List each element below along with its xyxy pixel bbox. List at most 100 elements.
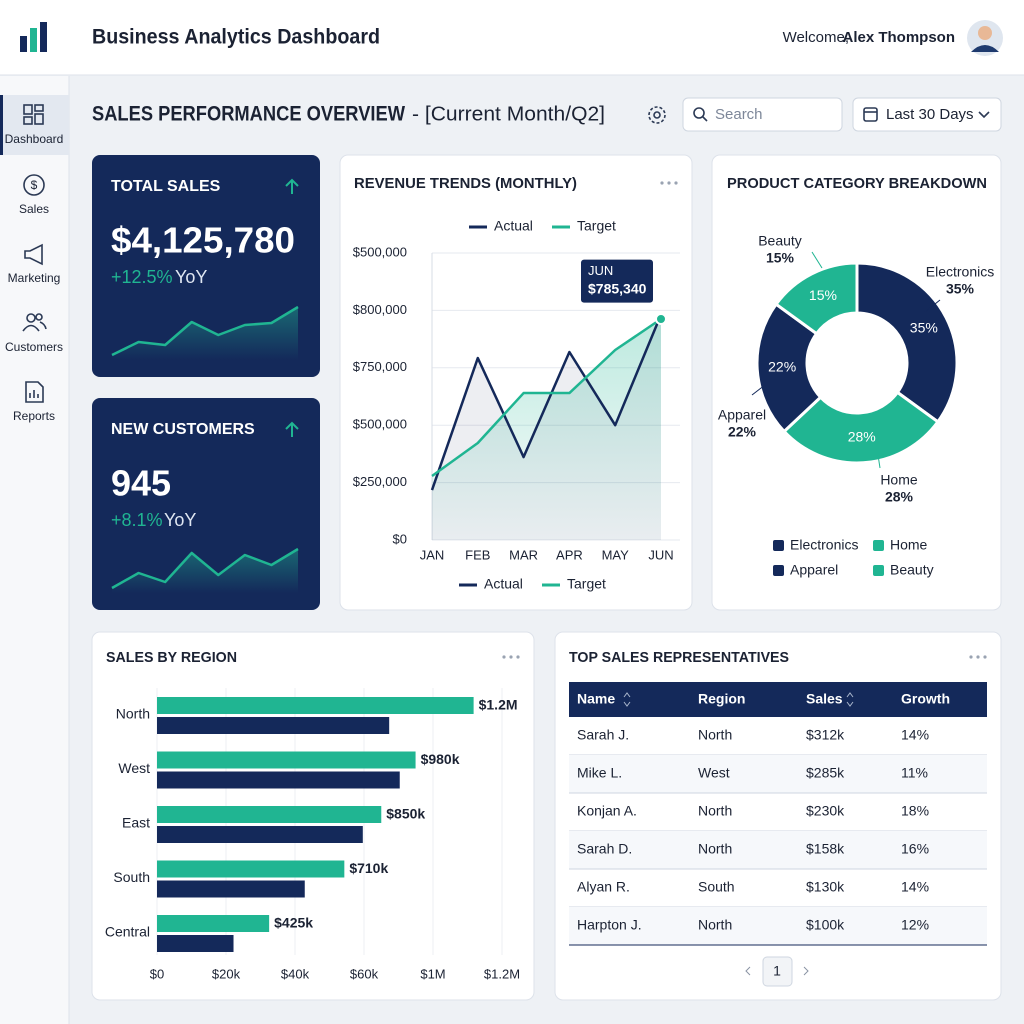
outer-category-label: Electronics: [926, 264, 994, 280]
outer-value-label: 15%: [766, 250, 795, 266]
next-page[interactable]: [803, 966, 809, 976]
chart-title: REVENUE TRENDS (MONTHLY): [354, 175, 577, 192]
x-axis-label: $1.2M: [484, 966, 520, 981]
page-number[interactable]: 1: [773, 963, 781, 979]
search-box[interactable]: [682, 97, 843, 132]
trend-arrow: [285, 178, 299, 194]
kpi-change: +8.1%: [111, 510, 163, 530]
date-range-text: Last 30 Days: [886, 106, 974, 123]
page-button[interactable]: [762, 956, 793, 987]
outer-value-label: 35%: [946, 281, 975, 297]
row-stripe: [569, 831, 987, 869]
table-cell: $230k: [806, 803, 845, 819]
table-cell: 14%: [901, 879, 929, 895]
table-cell: West: [698, 765, 730, 781]
x-tick-label: APR: [556, 547, 583, 562]
series-line: [430, 314, 663, 491]
nav-item[interactable]: Marketing: [8, 271, 61, 285]
row-stripe: [569, 755, 987, 793]
settings-icon[interactable]: [648, 106, 666, 124]
table-cell: Harpton J.: [577, 917, 642, 933]
active-nav-indicator: [0, 95, 3, 155]
table-cell: 11%: [901, 765, 928, 781]
more-menu[interactable]: [502, 655, 520, 659]
user-name[interactable]: Alex Thompson: [842, 29, 955, 46]
table-cell: South: [698, 879, 735, 895]
x-tick-label: MAR: [509, 547, 538, 562]
chart-title: SALES BY REGION: [106, 649, 237, 666]
reports-icon[interactable]: [25, 381, 44, 403]
legend-label: Beauty: [890, 562, 934, 578]
kpi-title: TOTAL SALES: [111, 178, 221, 195]
more-menu[interactable]: [660, 181, 678, 185]
bar-value-label: $850k: [386, 806, 425, 822]
sparkline: [111, 547, 299, 590]
kpi-value: $4,125,780: [111, 220, 295, 261]
table-cell: Mike L.: [577, 765, 622, 781]
legend-label: Actual: [484, 576, 523, 592]
donut-slice: [781, 390, 940, 465]
dashboard-icon[interactable]: [23, 104, 44, 125]
logo[interactable]: [20, 22, 47, 52]
nav-item[interactable]: Dashboard: [5, 132, 64, 146]
welcome-text: Welcome,: [783, 29, 849, 46]
table-cell: Alyan R.: [577, 879, 630, 895]
table-cell: North: [698, 841, 732, 857]
y-axis-label: $0: [393, 531, 407, 546]
tooltip: [581, 259, 653, 303]
marketing-icon[interactable]: [24, 243, 43, 266]
legend-swatch: [773, 565, 784, 576]
y-tick-label: West: [118, 760, 150, 776]
leader-line: [924, 299, 941, 313]
column-header: Region: [698, 691, 745, 707]
table-cell: Konjan A.: [577, 803, 637, 819]
table-cell: Sarah J.: [577, 727, 629, 743]
table-cell: $130k: [806, 879, 845, 895]
donut-slice: [755, 302, 823, 434]
table-cell: 16%: [901, 841, 929, 857]
column-header: Growth: [901, 691, 950, 707]
slice-label: 35%: [910, 320, 938, 336]
tooltip-value: $785,340: [588, 280, 647, 296]
table-cell: North: [698, 803, 732, 819]
outer-category-label: Home: [880, 472, 918, 488]
more-menu[interactable]: [969, 655, 987, 659]
y-tick-label: Central: [105, 924, 150, 940]
table-cell: 18%: [901, 803, 929, 819]
donut-slice: [855, 261, 959, 424]
kpi-change: +12.5%: [111, 267, 173, 287]
bar-value-label: $425k: [274, 915, 313, 931]
x-axis-label: $1M: [420, 966, 445, 981]
customers-icon[interactable]: [22, 313, 47, 332]
sidebar: [0, 76, 69, 1024]
sales-icon[interactable]: $: [23, 174, 45, 196]
avatar[interactable]: [967, 20, 1003, 56]
x-axis-label: $40k: [281, 966, 310, 981]
x-tick-label: FEB: [465, 547, 490, 562]
sort-icon[interactable]: [623, 692, 631, 707]
slice-label: 15%: [809, 287, 837, 303]
sort-icon[interactable]: [846, 692, 854, 707]
nav-item[interactable]: Sales: [19, 202, 49, 216]
chart-title: PRODUCT CATEGORY BREAKDOWN: [727, 175, 987, 192]
legend-label: Electronics: [790, 537, 858, 553]
nav-item[interactable]: Customers: [5, 340, 63, 354]
table-cell: Sarah D.: [577, 841, 632, 857]
kpi-title: NEW CUSTOMERS: [111, 421, 255, 438]
nav-item[interactable]: Reports: [13, 409, 55, 423]
leader-line: [877, 454, 881, 469]
outer-category-label: Beauty: [758, 233, 802, 249]
date-range-select[interactable]: [852, 97, 1002, 132]
y-axis-label: $250,000: [353, 474, 407, 489]
outer-value-label: 28%: [885, 489, 914, 505]
kpi-card: [92, 398, 320, 610]
bar: [157, 915, 270, 932]
legend-swatch: [873, 565, 884, 576]
table-cell: 12%: [901, 917, 929, 933]
column-header: Name: [577, 691, 615, 707]
tooltip-category: JUN: [588, 263, 613, 278]
legend-label: Apparel: [790, 562, 838, 578]
prev-page[interactable]: [745, 966, 751, 976]
legend-label: Target: [577, 218, 616, 234]
